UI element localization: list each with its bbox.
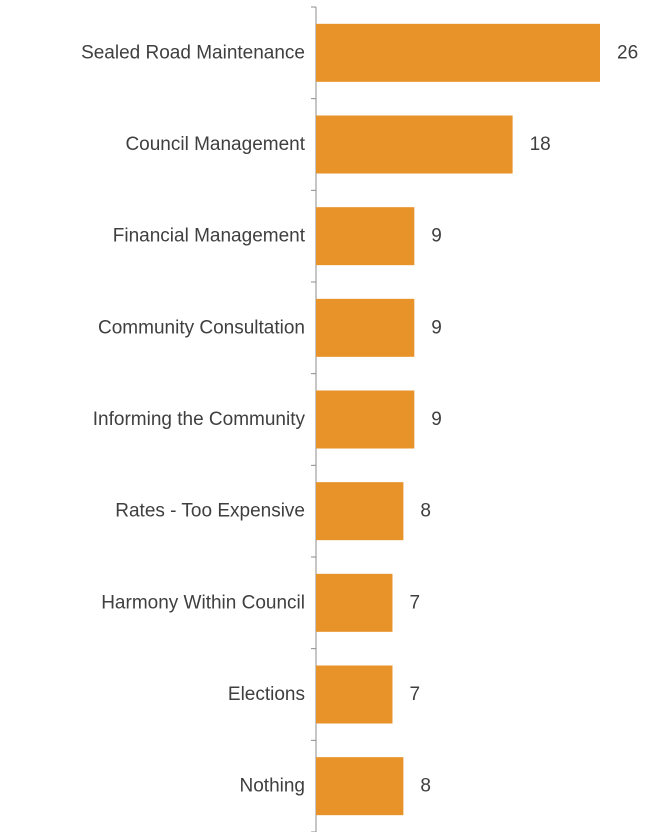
bar [316, 207, 415, 266]
category-label: Informing the Community [93, 409, 306, 430]
category-label: Community Consultation [98, 317, 305, 338]
value-label: 9 [431, 226, 442, 247]
value-label: 7 [409, 684, 420, 705]
bar [316, 298, 415, 357]
value-labels-group: 26 18 9 9 9 8 7 7 8 [409, 42, 638, 796]
bar [316, 23, 600, 82]
value-label: 18 [530, 134, 551, 155]
category-label: Council Management [125, 134, 305, 155]
category-axis [311, 6, 317, 832]
bar [316, 390, 415, 449]
category-labels-group: Sealed Road Maintenance Council Managemen… [81, 42, 306, 796]
value-label: 9 [431, 409, 442, 430]
bar [316, 482, 404, 541]
value-label: 26 [617, 42, 638, 63]
bar [316, 665, 393, 724]
bar [316, 573, 393, 632]
value-label: 8 [420, 776, 431, 797]
value-label: 8 [420, 501, 431, 522]
category-label: Sealed Road Maintenance [81, 42, 305, 63]
value-label: 9 [431, 317, 442, 338]
value-label: 7 [409, 592, 420, 613]
category-label: Nothing [240, 776, 306, 797]
category-label: Financial Management [113, 226, 306, 247]
category-label: Rates - Too Expensive [115, 501, 305, 522]
category-label: Harmony Within Council [101, 592, 305, 613]
bars-group [316, 23, 600, 816]
category-label: Elections [228, 684, 305, 705]
bar [316, 757, 404, 816]
bar [316, 115, 513, 174]
